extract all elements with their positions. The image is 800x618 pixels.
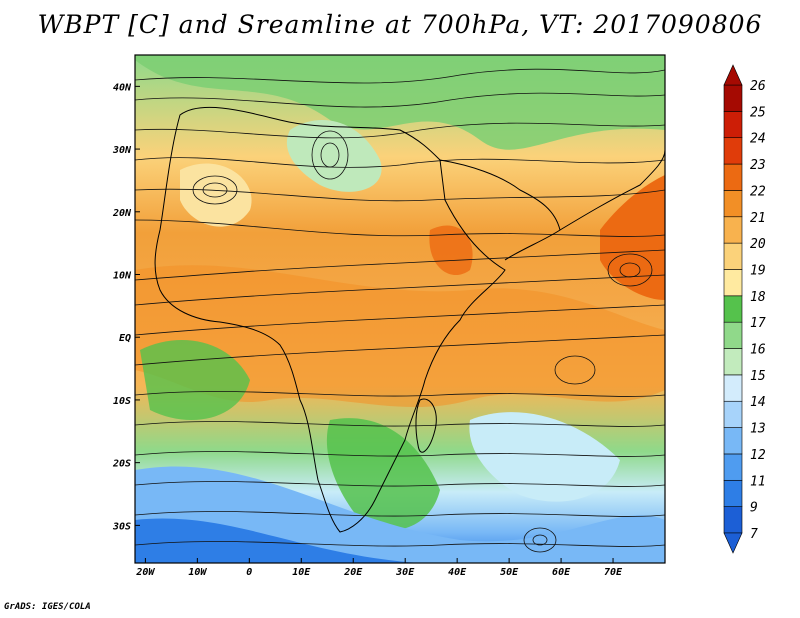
colorbar-swatch	[723, 163, 743, 191]
colorbar-label: 22	[750, 184, 766, 199]
lat-tick-label: 30S	[112, 521, 131, 532]
lon-tick-label: 50E	[500, 567, 519, 578]
colorbar-swatch	[723, 427, 743, 455]
colorbar-swatch	[723, 137, 743, 165]
colorbar-label: 24	[750, 132, 766, 147]
lon-tick-label: 30E	[395, 567, 415, 578]
colorbar-label: 16	[750, 343, 766, 358]
map-frame	[134, 54, 666, 564]
credit-text: GrADS: IGES/COLA	[4, 602, 91, 612]
colorbar-label: 18	[750, 290, 766, 305]
lat-tick-label: 10S	[113, 396, 131, 407]
colorbar-min-triangle	[723, 532, 743, 554]
colorbar-swatch	[723, 479, 743, 507]
lon-tick-label: 10W	[188, 567, 207, 578]
colorbar-swatch	[723, 242, 743, 270]
colorbar-swatch	[723, 84, 743, 112]
colorbar-label: 23	[750, 158, 766, 173]
lat-tick-label: 10N	[113, 271, 132, 282]
streamlines	[135, 68, 665, 553]
lon-tick-label: 0	[246, 567, 252, 578]
lon-tick-label: 10E	[292, 567, 311, 578]
colorbar-swatch	[723, 348, 743, 376]
lon-tick-label: 40E	[448, 567, 467, 578]
colorbar-label: 9	[750, 501, 758, 516]
colorbar-swatch	[723, 111, 743, 139]
colorbar-label: 25	[750, 105, 766, 120]
colorbar-swatch	[723, 400, 743, 428]
colorbar-label: 17	[750, 316, 766, 331]
colorbar-label: 14	[750, 395, 766, 410]
colorbar: 7 9 11 12 13 14 15 16 17 18 19 20 21 22 23 24 25 26	[723, 64, 766, 554]
lat-tick-label: EQ	[119, 333, 131, 344]
lat-tick-label: 20N	[112, 208, 132, 219]
colorbar-label: 20	[750, 237, 766, 252]
colorbar-swatch	[723, 506, 743, 534]
lon-tick-label: 60E	[552, 567, 571, 578]
colorbar-label: 13	[750, 422, 766, 437]
colorbar-label: 11	[750, 474, 766, 489]
colorbar-swatch	[723, 216, 743, 244]
longitude-axis: 20W 10W 0 10E 20E 30E 40E 50E 60E 70E	[135, 558, 623, 578]
colorbar-swatch	[723, 295, 743, 323]
lon-tick-label: 20E	[343, 567, 363, 578]
colorbar-label: 26	[750, 79, 766, 94]
colorbar-label: 12	[750, 448, 766, 463]
lat-tick-label: 40N	[113, 82, 132, 93]
latitude-axis: 40N 30N 20N 10N EQ 10S 20S 30S	[112, 82, 140, 532]
colorbar-max-triangle	[723, 64, 743, 86]
colorbar-swatch	[723, 321, 743, 349]
lon-tick-label: 70E	[604, 567, 623, 578]
lat-tick-label: 20S	[112, 459, 131, 470]
lat-tick-label: 30N	[112, 145, 132, 156]
colorbar-swatch	[723, 453, 743, 481]
colorbar-label: 21	[750, 211, 766, 226]
colorbar-swatch	[723, 190, 743, 218]
colorbar-label: 15	[750, 369, 766, 384]
map-title: WBPT [C] and Sreamline at 700hPa, VT: 20…	[37, 10, 763, 39]
colorbar-label: 7	[750, 527, 758, 542]
colorbar-label: 19	[750, 263, 766, 278]
lon-tick-label: 20W	[135, 567, 155, 578]
coastlines	[154, 106, 665, 533]
colorbar-swatch	[723, 269, 743, 297]
colorbar-swatch	[723, 374, 743, 402]
